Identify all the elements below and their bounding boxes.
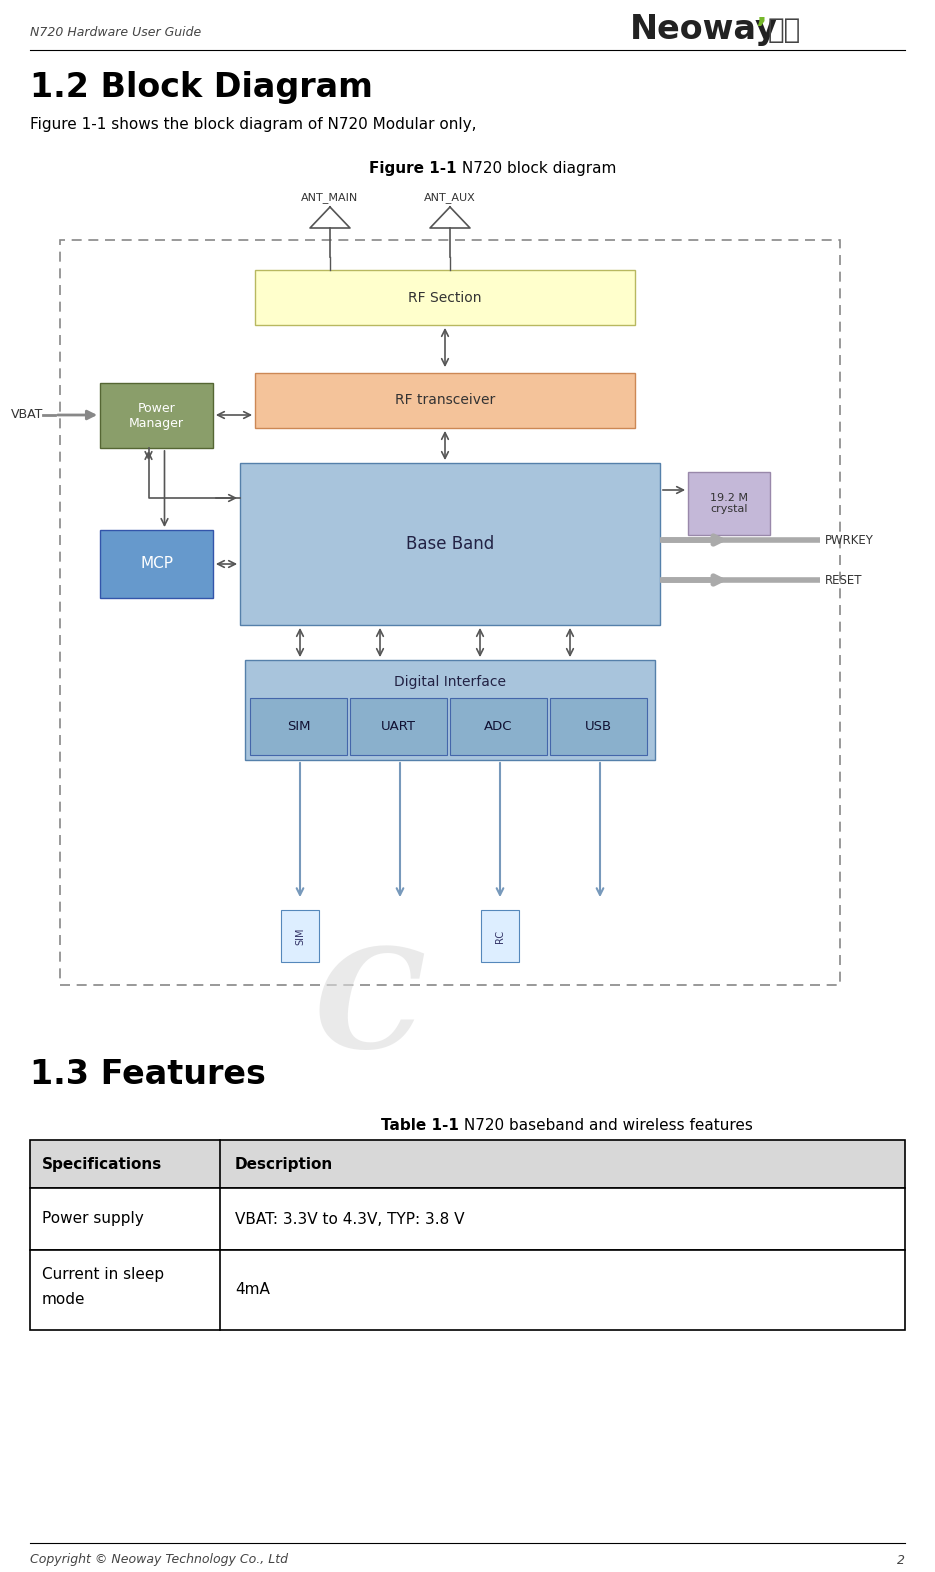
Text: UART: UART bbox=[381, 720, 416, 733]
Bar bbox=[550, 698, 647, 755]
Text: Current in sleep: Current in sleep bbox=[42, 1267, 165, 1283]
Text: Figure 1-1 shows the block diagram of N720 Modular only,: Figure 1-1 shows the block diagram of N7… bbox=[30, 118, 477, 132]
Text: 19.2 M
crystal: 19.2 M crystal bbox=[710, 492, 748, 514]
Text: 2: 2 bbox=[897, 1553, 905, 1567]
Bar bbox=[250, 698, 347, 755]
Text: RF Section: RF Section bbox=[409, 291, 482, 305]
Bar bbox=[30, 1140, 905, 1188]
Text: N720 Hardware User Guide: N720 Hardware User Guide bbox=[30, 25, 201, 38]
Text: SIM: SIM bbox=[287, 720, 310, 733]
Bar bbox=[245, 660, 655, 759]
Bar bbox=[60, 241, 840, 986]
Bar bbox=[100, 384, 213, 448]
Text: 1.3 Features: 1.3 Features bbox=[30, 1058, 266, 1091]
Text: mode: mode bbox=[42, 1292, 85, 1308]
Text: N720 baseband and wireless features: N720 baseband and wireless features bbox=[459, 1118, 753, 1132]
Text: ANT_AUX: ANT_AUX bbox=[424, 192, 476, 203]
Text: ’: ’ bbox=[755, 16, 767, 44]
Text: RESET: RESET bbox=[825, 574, 862, 586]
Text: Base Band: Base Band bbox=[406, 534, 494, 553]
Bar bbox=[688, 472, 770, 534]
Text: Power supply: Power supply bbox=[42, 1212, 144, 1226]
Bar bbox=[255, 373, 635, 428]
Text: 有方: 有方 bbox=[768, 16, 801, 44]
Text: VBAT: 3.3V to 4.3V, TYP: 3.8 V: VBAT: 3.3V to 4.3V, TYP: 3.8 V bbox=[235, 1212, 465, 1226]
Text: N720 block diagram: N720 block diagram bbox=[457, 160, 616, 176]
Bar bbox=[30, 1250, 905, 1330]
Text: Description: Description bbox=[235, 1157, 333, 1171]
Bar bbox=[30, 1188, 905, 1250]
Text: USB: USB bbox=[585, 720, 612, 733]
Text: C: C bbox=[315, 943, 425, 1077]
Text: 1.2 Block Diagram: 1.2 Block Diagram bbox=[30, 71, 373, 104]
Bar bbox=[450, 698, 547, 755]
Text: Figure 1-1: Figure 1-1 bbox=[369, 160, 457, 176]
Bar bbox=[350, 698, 447, 755]
Bar bbox=[481, 910, 519, 962]
Text: Table 1-1: Table 1-1 bbox=[381, 1118, 459, 1132]
Bar bbox=[281, 910, 319, 962]
Text: Specifications: Specifications bbox=[42, 1157, 163, 1171]
Text: ANT_MAIN: ANT_MAIN bbox=[301, 192, 359, 203]
Text: RC: RC bbox=[495, 929, 505, 943]
Text: ADC: ADC bbox=[484, 720, 512, 733]
Text: PWRKEY: PWRKEY bbox=[825, 533, 874, 547]
Bar bbox=[100, 530, 213, 597]
Bar bbox=[255, 270, 635, 325]
Text: VBAT: VBAT bbox=[10, 409, 43, 421]
Text: Neoway: Neoway bbox=[630, 14, 778, 47]
Text: RF transceiver: RF transceiver bbox=[395, 393, 496, 407]
Text: 4mA: 4mA bbox=[235, 1283, 270, 1297]
Text: Digital Interface: Digital Interface bbox=[394, 674, 506, 689]
Text: Copyright © Neoway Technology Co., Ltd: Copyright © Neoway Technology Co., Ltd bbox=[30, 1553, 288, 1567]
Text: Power
Manager: Power Manager bbox=[129, 401, 184, 429]
Text: SIM: SIM bbox=[295, 927, 305, 945]
Bar bbox=[240, 464, 660, 626]
Text: MCP: MCP bbox=[140, 556, 173, 572]
